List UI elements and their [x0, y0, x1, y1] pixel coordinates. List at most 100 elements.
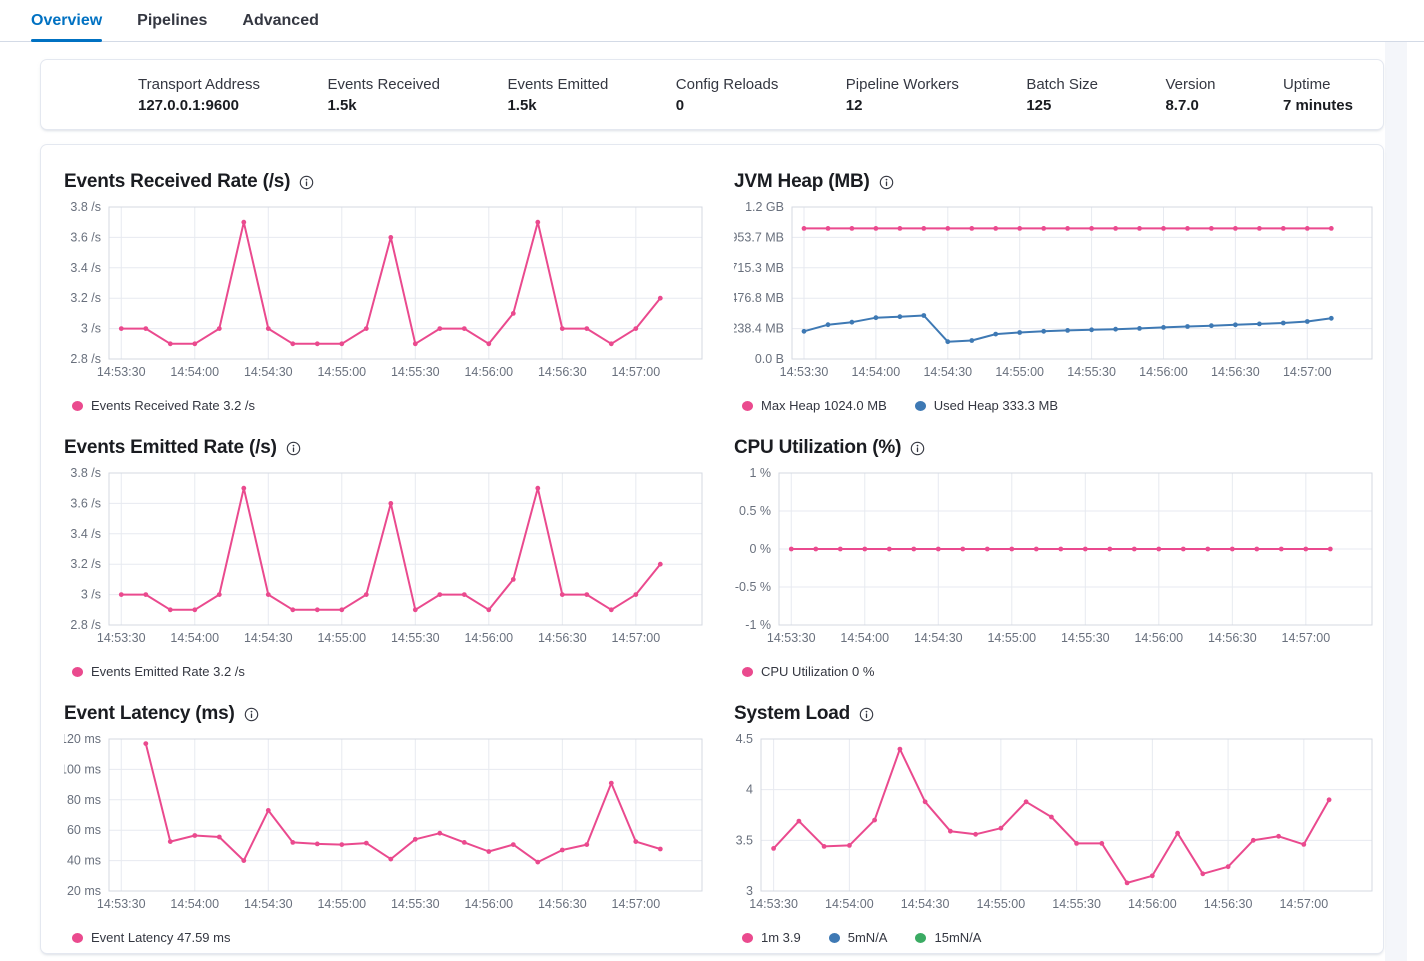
x-axis-tick: 14:56:30	[1208, 631, 1257, 645]
page-scrollbar-track[interactable]	[1385, 42, 1407, 961]
tab-pipelines[interactable]: Pipelines	[137, 12, 208, 29]
chart-plot-system-load: 4.5 4 3.5 314:53:30 14:54:00 14:54:30 14:55:00…	[736, 732, 1373, 911]
stat-label: Pipeline Workers	[845, 75, 959, 93]
chart-title-row: JVM Heap (MB)	[734, 171, 1374, 193]
legend-label: Used Heap 333.3 MB	[933, 398, 1059, 413]
chart-legend: Event Latency 47.59 ms	[72, 930, 704, 945]
legend-item[interactable]: 1m 3.9	[742, 930, 801, 945]
x-axis-tick: 14:56:30	[1211, 365, 1260, 379]
tab-overview[interactable]: Overview	[31, 12, 103, 42]
x-axis-tick: 14:56:00	[1134, 631, 1183, 645]
tab-advanced[interactable]: Advanced	[242, 12, 319, 29]
y-axis-tick: 3 /s	[81, 588, 101, 602]
legend-item[interactable]: Used Heap 333.3 MB	[914, 398, 1059, 413]
x-axis-tick: 14:53:30	[97, 897, 146, 911]
chart-plot-events-received-rate: 3.8 /s 3.6 /s 3.4 /s 3.2 /s 3 /s 2.8 /s14:53:…	[70, 200, 703, 379]
y-axis-tick: 715.3 MB	[734, 261, 784, 275]
x-axis-tick: 14:54:00	[170, 365, 219, 379]
info-icon[interactable]	[244, 707, 259, 722]
x-axis-tick: 14:57:00	[1283, 365, 1332, 379]
charts-panel: Events Received Rate (/s) 3.8 /s 3.6 /s 3.4…	[40, 144, 1384, 954]
info-icon[interactable]	[299, 175, 314, 190]
x-axis-tick: 14:55:00	[977, 897, 1026, 911]
y-axis-tick: 953.7 MB	[734, 230, 784, 244]
x-axis-tick: 14:55:30	[391, 631, 440, 645]
chart-title-row: Events Emitted Rate (/s)	[64, 437, 704, 459]
chart-title-events-received-rate: Events Received Rate (/s)	[64, 171, 291, 192]
y-axis-tick: 3.6 /s	[70, 230, 101, 244]
y-axis-tick: 0 %	[749, 542, 771, 556]
y-axis-tick: 0.5 %	[739, 504, 771, 518]
legend-label: Events Received Rate 3.2 /s	[91, 398, 256, 413]
y-axis-tick: 3	[746, 884, 753, 898]
x-axis-tick: 14:56:30	[538, 897, 587, 911]
x-axis-tick: 14:54:00	[852, 365, 901, 379]
legend-item[interactable]: CPU Utilization 0 %	[742, 664, 874, 679]
legend-dot-icon	[72, 400, 83, 411]
y-axis-tick: 0.0 B	[755, 352, 784, 366]
stat-events-received: Events Received 1.5k	[327, 76, 440, 114]
x-axis-tick: 14:57:00	[1279, 897, 1328, 911]
x-axis-tick: 14:57:00	[612, 897, 661, 911]
stat-batch-size: Batch Size 125	[1026, 76, 1098, 114]
chart-events-emitted-rate: Events Emitted Rate (/s) 3.8 /s 3.6 /s 3.4 …	[64, 437, 704, 679]
legend-item[interactable]: Events Received Rate 3.2 /s	[72, 398, 255, 413]
x-axis-tick: 14:54:00	[825, 897, 874, 911]
x-axis-tick: 14:54:30	[923, 365, 972, 379]
x-axis-tick: 14:57:00	[612, 631, 661, 645]
stat-value: 127.0.0.1:9600	[138, 96, 239, 114]
x-axis-tick: 14:54:30	[244, 897, 293, 911]
legend-dot-icon	[828, 932, 840, 943]
x-axis-tick: 14:53:30	[780, 365, 829, 379]
legend-item[interactable]: Events Emitted Rate 3.2 /s	[72, 664, 245, 679]
info-icon[interactable]	[859, 707, 874, 722]
stat-value: 8.7.0	[1165, 96, 1199, 114]
summary-stats-panel: Transport Address 127.0.0.1:9600 Events Re…	[40, 59, 1384, 130]
chart-title-events-emitted-rate: Events Emitted Rate (/s)	[64, 437, 277, 458]
chart-title-row: Events Received Rate (/s)	[64, 171, 704, 193]
y-axis-tick: 3.5	[736, 833, 753, 847]
stat-label: Events Received	[327, 75, 440, 93]
legend-label: Events Emitted Rate 3.2 /s	[91, 664, 245, 679]
y-axis-tick: 40 ms	[67, 854, 101, 868]
stat-value: 125	[1026, 96, 1052, 114]
chart-title-row: Event Latency (ms)	[64, 703, 704, 725]
stat-events-emitted: Events Emitted 1.5k	[507, 76, 608, 114]
info-icon[interactable]	[910, 441, 925, 456]
stat-version: Version 8.7.0	[1165, 76, 1215, 114]
y-axis-tick: 1.2 GB	[745, 201, 784, 214]
x-axis-tick: 14:56:00	[464, 631, 513, 645]
legend-dot-icon	[72, 666, 83, 677]
chart-plot-events-emitted-rate: 3.8 /s 3.6 /s 3.4 /s 3.2 /s 3 /s 2.8 /s14:53:…	[70, 466, 703, 645]
legend-item[interactable]: 15mN/A	[915, 930, 981, 945]
y-axis-tick: 100 ms	[64, 762, 101, 776]
y-axis-tick: 2.8 /s	[70, 352, 101, 366]
x-axis-tick: 14:55:00	[317, 365, 366, 379]
top-tab-bar: Overview Pipelines Advanced	[0, 0, 1424, 42]
x-axis-tick: 14:56:30	[538, 365, 587, 379]
chart-title-cpu-utilization: CPU Utilization (%)	[734, 437, 902, 458]
chart-events-received-rate: Events Received Rate (/s) 3.8 /s 3.6 /s 3.4…	[64, 171, 704, 413]
y-axis-tick: 476.8 MB	[734, 291, 784, 305]
chart-title-jvm-heap: JVM Heap (MB)	[734, 171, 870, 192]
y-axis-tick: 3.8 /s	[70, 201, 101, 214]
chart-legend: Max Heap 1024.0 MB Used Heap 333.3 MB	[742, 398, 1374, 413]
y-axis-tick: 238.4 MB	[734, 322, 784, 336]
legend-dot-icon	[742, 932, 753, 943]
x-axis-tick: 14:55:30	[1067, 365, 1116, 379]
legend-item[interactable]: Max Heap 1024.0 MB	[742, 398, 887, 413]
legend-item[interactable]: 5mN/A	[828, 930, 888, 945]
chart-title-event-latency: Event Latency (ms)	[64, 703, 235, 724]
info-icon[interactable]	[879, 175, 894, 190]
y-axis-tick: -1 %	[745, 618, 771, 632]
legend-item[interactable]: Event Latency 47.59 ms	[72, 930, 230, 945]
x-axis-tick: 14:55:30	[391, 365, 440, 379]
x-axis-tick: 14:56:00	[464, 897, 513, 911]
x-axis-tick: 14:57:00	[612, 365, 661, 379]
info-icon[interactable]	[286, 441, 301, 456]
legend-dot-icon	[915, 932, 927, 943]
series-line-events-received-rate	[120, 221, 662, 345]
stat-uptime: Uptime 7 minutes	[1283, 76, 1353, 114]
legend-label: 5mN/A	[847, 930, 888, 945]
y-axis-tick: 80 ms	[67, 793, 101, 807]
